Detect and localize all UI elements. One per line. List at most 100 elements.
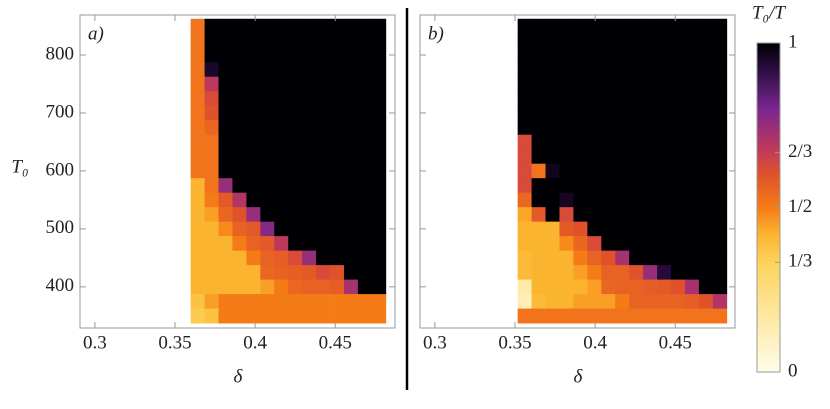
heat-cell: [559, 76, 574, 92]
heat-cell: [371, 120, 387, 136]
heat-cell: [302, 105, 317, 121]
heat-cell: [246, 207, 261, 223]
heat-cell: [371, 149, 387, 165]
heat-cell: [531, 149, 546, 165]
heat-cell: [643, 294, 658, 309]
heat-cell: [288, 62, 303, 78]
heat-cell: [643, 76, 658, 92]
heat-cell: [643, 134, 658, 150]
heat-cell: [274, 120, 289, 136]
heat-cell: [330, 178, 345, 194]
heat-cell: [545, 192, 560, 208]
heat-cell: [218, 105, 233, 121]
heat-cell: [246, 163, 261, 179]
heat-cell: [316, 178, 331, 194]
heat-cell: [670, 91, 686, 107]
heat-cell: [232, 192, 247, 208]
heat-cell: [274, 221, 289, 237]
heat-cell: [657, 149, 672, 165]
heat-cell: [684, 91, 700, 107]
heat-cell: [288, 76, 303, 92]
heat-cell: [657, 178, 672, 194]
heat-cell: [517, 192, 532, 208]
heat-cell: [698, 207, 714, 223]
heat-cell: [629, 91, 644, 107]
heat-cell: [274, 62, 289, 78]
heat-cell: [531, 279, 546, 295]
colorbar-tick-label: 1/2: [788, 196, 812, 217]
heat-cell: [316, 149, 331, 165]
heat-cell: [260, 221, 275, 237]
heat-cell: [712, 265, 728, 281]
y-tick-label: 400: [46, 275, 75, 296]
heat-cell: [302, 33, 317, 49]
heat-cell: [657, 18, 672, 34]
heat-cell: [330, 149, 345, 165]
heat-cell: [288, 105, 303, 121]
heat-cell: [615, 221, 630, 237]
heat-cell: [260, 236, 275, 252]
heat-cell: [343, 18, 359, 34]
heat-cell: [288, 236, 303, 252]
heat-cell: [629, 120, 644, 136]
heat-cell: [302, 265, 317, 281]
heat-cell: [330, 192, 345, 208]
heat-cell: [302, 279, 317, 295]
heat-cell: [302, 62, 317, 78]
heat-cell: [302, 308, 317, 324]
heat-cell: [712, 62, 728, 78]
heat-cell: [371, 76, 387, 92]
heat-cell: [232, 308, 247, 324]
heat-cell: [330, 18, 345, 34]
heat-cell: [670, 105, 686, 121]
heat-cell: [629, 207, 644, 223]
heat-cell: [587, 192, 602, 208]
x-tick-label: 0.35: [158, 332, 191, 353]
x-axis-label: δ: [234, 366, 244, 387]
heat-cell: [670, 163, 686, 179]
heat-cell: [517, 62, 532, 78]
heat-cell: [204, 18, 219, 34]
heat-cell: [545, 33, 560, 49]
heat-cell: [204, 62, 219, 78]
heat-cell: [246, 47, 261, 63]
heat-cell: [218, 18, 233, 34]
heat-cell: [204, 279, 219, 295]
heat-cell: [629, 192, 644, 208]
heat-cell: [657, 192, 672, 208]
heat-cell: [316, 18, 331, 34]
heat-cell: [657, 265, 672, 281]
heat-cell: [615, 134, 630, 150]
heat-cell: [629, 308, 644, 324]
heat-cell: [302, 236, 317, 252]
heat-cell: [684, 192, 700, 208]
heat-cell: [559, 33, 574, 49]
heat-cell: [657, 91, 672, 107]
heat-cell: [316, 265, 331, 281]
colorbar-title: T₀/T: [752, 2, 786, 23]
heat-cell: [218, 236, 233, 252]
heat-cell: [670, 192, 686, 208]
heat-cell: [698, 134, 714, 150]
heat-cell: [260, 76, 275, 92]
heat-cell: [657, 76, 672, 92]
heat-cell: [357, 163, 373, 179]
heat-cell: [545, 265, 560, 281]
heat-cell: [204, 163, 219, 179]
heat-cell: [601, 91, 616, 107]
heat-cell: [343, 120, 359, 136]
heat-cell: [316, 207, 331, 223]
heat-cell: [302, 134, 317, 150]
heat-cell: [615, 76, 630, 92]
heat-cell: [684, 134, 700, 150]
heat-cell: [559, 250, 574, 266]
heat-cell: [559, 236, 574, 252]
heat-cell: [246, 178, 261, 194]
heat-cell: [357, 134, 373, 150]
heat-cell: [643, 91, 658, 107]
heat-cell: [559, 265, 574, 281]
heat-cell: [517, 47, 532, 63]
heat-cell: [288, 250, 303, 266]
heat-cell: [343, 178, 359, 194]
